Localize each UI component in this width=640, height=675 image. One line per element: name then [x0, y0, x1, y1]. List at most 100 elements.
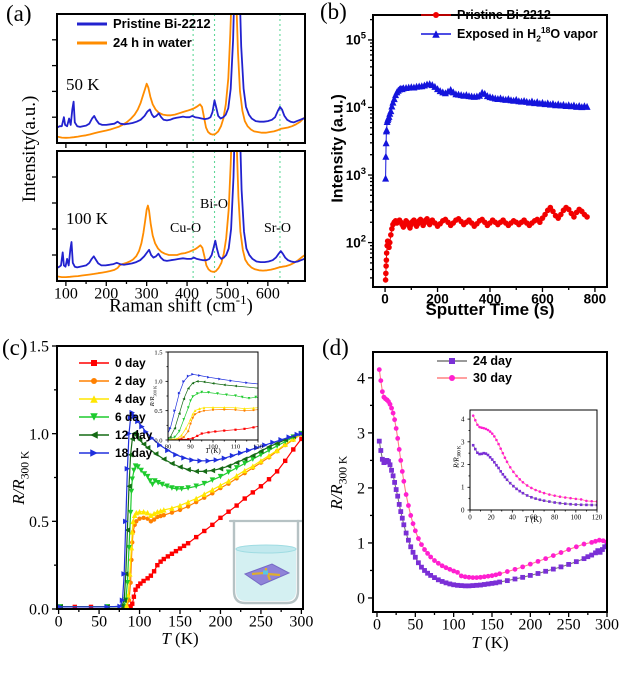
axis-tick-labels: 0 20 40 60 80 100 120 0 1 2 3 4 [461, 416, 603, 522]
legend-item: 6 day [78, 410, 152, 424]
svg-text:4: 4 [461, 416, 465, 424]
legend-b: Pristine Bi-2212 Exposed in H218O vapor [420, 8, 598, 44]
svg-text:20: 20 [488, 513, 496, 521]
legend-item: Pristine Bi-2212 [420, 8, 598, 22]
axis-ticks [368, 377, 608, 617]
svg-text:2: 2 [357, 481, 365, 498]
svg-text:1.0: 1.0 [29, 426, 49, 443]
chart-d_inset: 0 20 40 60 80 100 120 0 1 2 3 4 [461, 409, 603, 522]
svg-text:4: 4 [357, 370, 365, 387]
legend-swatch-icon [77, 22, 107, 25]
legend-item: 18 day [78, 446, 152, 460]
legend-item: 4 day [78, 392, 152, 406]
svg-text:1: 1 [357, 536, 365, 553]
series-markers-6-day [168, 390, 258, 440]
svg-text:200: 200 [94, 285, 118, 302]
svg-text:500: 500 [215, 285, 239, 302]
svg-text:1.5: 1.5 [29, 339, 49, 356]
svg-text:300: 300 [289, 613, 313, 630]
legend-swatch-icon [79, 395, 109, 403]
series-line-0-day [168, 425, 258, 440]
plot-frame [56, 150, 306, 282]
legend-item-label: Pristine Bi-2212 [113, 16, 211, 31]
legend-swatch-icon [421, 12, 451, 18]
axis-ticks [368, 18, 596, 292]
svg-text:2: 2 [461, 461, 465, 469]
panel-d-x-axis-label: T (K) [471, 633, 509, 652]
axis-ticks [52, 39, 289, 148]
svg-text:250: 250 [557, 616, 581, 633]
legend-swatch-icon [437, 375, 467, 381]
panel-d-y-axis-label: R/R300 K [327, 455, 350, 510]
panel-a-temp-label-50k: 50 K [66, 75, 100, 94]
legend-item-label: 24 day [473, 354, 512, 368]
series-markers-12-day [168, 379, 258, 439]
svg-text:80: 80 [551, 513, 559, 521]
svg-text:150: 150 [168, 613, 192, 630]
series-line-4-day [60, 433, 302, 608]
series-line-2-day [168, 409, 258, 440]
svg-text:103: 103 [346, 166, 366, 183]
panel-a-bond-label-sr-o: Sr-O [264, 221, 291, 236]
series-markers-pristine-bi-2212 [382, 204, 590, 283]
legend-item: 30 day [436, 371, 512, 385]
beaker-inset-image [228, 519, 304, 605]
series-line-pristine-bi-2212 [57, 14, 305, 129]
series-line-12-day [168, 380, 258, 439]
legend-item: 24 day [436, 354, 512, 368]
svg-text:0.5: 0.5 [154, 408, 162, 415]
svg-text:0: 0 [55, 613, 63, 630]
panel-a-bond-label-bi-o: Bi-O [200, 197, 228, 212]
svg-text:800: 800 [584, 292, 607, 307]
panel-a-x-axis-label: Raman shift (cm-1) [109, 292, 253, 317]
legend-swatch-icon [79, 378, 109, 384]
svg-text:0: 0 [461, 506, 465, 514]
svg-text:0.0: 0.0 [154, 437, 162, 444]
svg-text:80: 80 [165, 444, 172, 451]
legend-swatch-icon [79, 431, 109, 439]
axis-ticks [467, 418, 598, 513]
svg-text:60: 60 [530, 513, 538, 521]
chart-a_50K [52, 13, 306, 148]
series-markers-30-day [376, 367, 607, 581]
svg-text:0: 0 [381, 292, 389, 307]
svg-text:0.5: 0.5 [29, 514, 49, 531]
series-markers-4-day [168, 406, 255, 440]
svg-text:400: 400 [479, 292, 502, 307]
legend-item: 2 day [78, 374, 152, 388]
svg-text:1: 1 [461, 484, 465, 492]
legend-d: 24 day 30 day [436, 354, 512, 385]
panel-b-letter: (b) [320, 0, 347, 24]
svg-text:300: 300 [135, 285, 159, 302]
chart-b: 0 200 400 600 800 102 103 104 105 [346, 14, 608, 307]
series-markers-24-day [376, 438, 607, 589]
legend-swatch-icon [421, 30, 451, 39]
legend-item-label: 12 day [115, 428, 153, 442]
legend-item-label: 0 day [115, 356, 146, 370]
legend-item-label: 4 day [115, 392, 146, 406]
legend-swatch-icon [79, 413, 109, 421]
legend-swatch-icon [79, 449, 109, 457]
panel-c-y-axis-label: R/R300 K [9, 450, 32, 505]
legend-item-label: 30 day [473, 371, 512, 385]
series-line-24-day [472, 445, 597, 506]
legend-item-label: Pristine Bi-2212 [457, 8, 551, 22]
series-markers-2-day [168, 408, 255, 440]
svg-text:0: 0 [357, 591, 365, 608]
legend-item: 0 day [78, 356, 152, 370]
panel-d-inset-x-axis-label: T (K) [524, 515, 542, 524]
panel-a-letter: (a) [6, 1, 32, 26]
svg-text:250: 250 [249, 613, 273, 630]
legend-item-label: Exposed in H218O vapor [457, 25, 598, 44]
svg-text:200: 200 [518, 616, 542, 633]
svg-text:110: 110 [231, 444, 241, 451]
series-line-24-h-in-water [57, 151, 305, 278]
svg-text:100: 100 [571, 513, 582, 521]
plot-frame [56, 13, 306, 144]
svg-text:104: 104 [346, 98, 367, 115]
series-line-pristine-bi-2212 [57, 151, 305, 269]
